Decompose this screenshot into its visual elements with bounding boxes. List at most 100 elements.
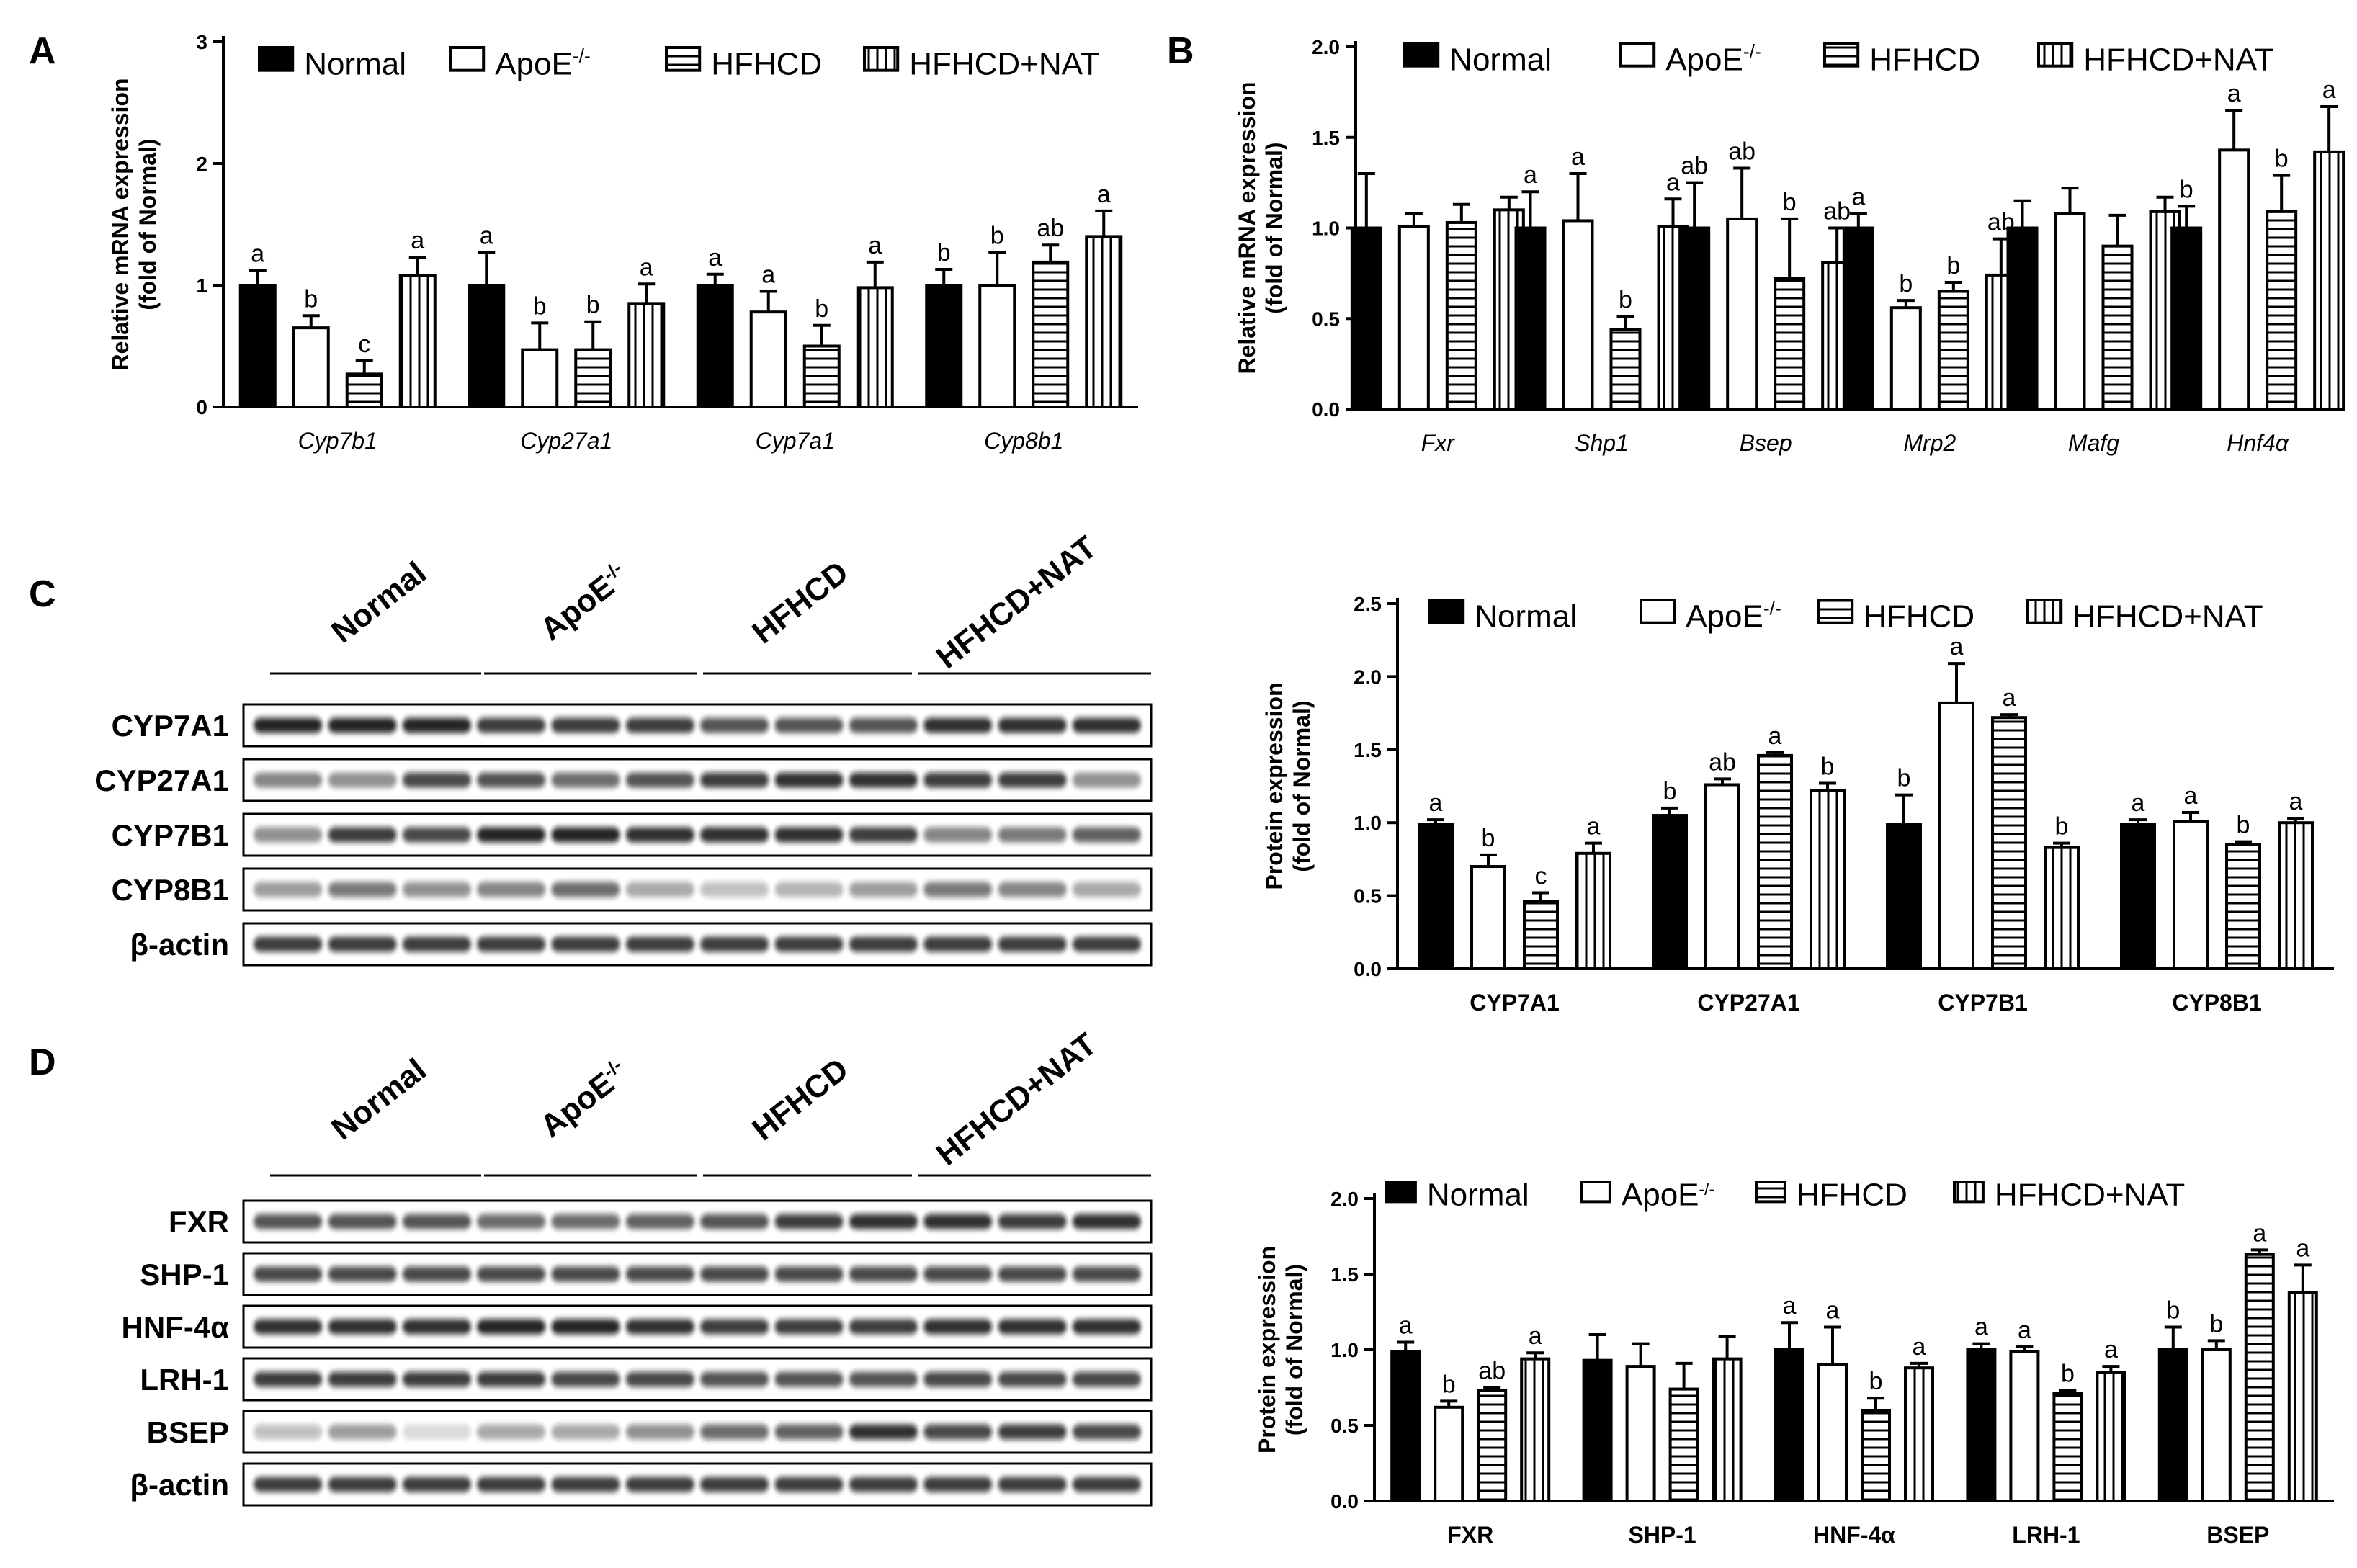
y-tick-label: 0	[196, 396, 207, 418]
blot-band	[254, 882, 323, 897]
bar-mrp2-apoe	[1889, 306, 1922, 411]
blot-band	[700, 1371, 769, 1387]
blot-band	[551, 882, 620, 897]
bar-cyp27a1-apoe	[1704, 783, 1740, 971]
legend: Normal ApoE-/- HFHCD HFHCD+NAT	[258, 45, 1100, 81]
blot-band	[998, 827, 1067, 843]
blot-band	[774, 1214, 844, 1229]
significance-letter: a	[2289, 788, 2303, 815]
significance-letter: b	[304, 285, 318, 313]
bar-cyp27a1-hfhcd-nat	[627, 302, 666, 408]
blot-band	[774, 1371, 844, 1387]
blot-band	[998, 1214, 1067, 1229]
blot-band	[774, 936, 844, 952]
blot-band	[254, 827, 323, 843]
bar-cyp27a1-normal	[1652, 814, 1688, 971]
blot-band	[923, 1266, 993, 1282]
legend-label-normal: Normal	[304, 46, 406, 81]
bar-bsep-normal	[2157, 1348, 2188, 1502]
x-tick-label-bsep: BSEP	[2206, 1522, 2269, 1548]
blot-band	[700, 882, 769, 897]
western-blot-d: Normal ApoE-/- HFHCD HFHCD+NAT FXR SHP-1 HNF-4…	[122, 1026, 1153, 1507]
blot-group-label-apoe: ApoE-/-	[533, 557, 635, 648]
blot-band	[328, 717, 397, 733]
blot-band	[328, 1477, 397, 1492]
blot-band	[923, 1424, 993, 1440]
blot-band	[700, 1266, 769, 1282]
significance-letter: b	[2055, 813, 2069, 841]
bar-cyp7b1-hfhcd-nat	[398, 274, 437, 409]
legend-superscript: -/-	[1743, 41, 1761, 63]
significance-letter: a	[2104, 1336, 2118, 1363]
blot-band	[998, 1424, 1067, 1440]
y-axis-subtitle: (fold of Normal)	[1261, 142, 1287, 313]
significance-letter: a	[1571, 143, 1585, 171]
bar-hnf4-normal	[2170, 226, 2203, 411]
legend-label-normal: Normal	[1475, 599, 1577, 634]
blot-band	[849, 882, 918, 897]
y-tick-label: 2.5	[1354, 593, 1382, 615]
blot-band	[923, 1477, 993, 1492]
bar-cyp27a1-hfhcd-nat	[1810, 789, 1846, 970]
significance-letter: b	[586, 292, 600, 319]
blot-group-label-normal: Normal	[325, 555, 433, 650]
blot-band	[477, 1214, 546, 1229]
significance-letter: a	[1529, 1322, 1542, 1350]
significance-letter: b	[1899, 270, 1913, 297]
x-tick-label-shp1: Shp1	[1575, 430, 1629, 456]
blot-group-label-hfhcd-nat: HFHCD+NAT	[930, 529, 1104, 676]
bar-lrh-1-normal	[1966, 1348, 1997, 1502]
blot-band	[774, 827, 844, 843]
chart-panel-d: 0.0 0.5 1.0 1.5 2.0 Protein expression (fold o…	[1254, 1177, 2334, 1548]
blot-band	[998, 1266, 1067, 1282]
blot-row-label-cyp7b1: CYP7B1	[112, 818, 229, 852]
blot-band	[328, 1319, 397, 1335]
y-tick-label: 3	[196, 31, 207, 53]
bar-mafg-apoe	[2054, 212, 2086, 411]
blot-band	[477, 1319, 546, 1335]
y-tick-label: 0.5	[1312, 308, 1340, 330]
significance-letter: a	[1429, 789, 1443, 817]
chart-panel-c: 0.0 0.5 1.0 1.5 2.0 2.5 Protein expression (fol…	[1261, 593, 2334, 1016]
blot-row-label-actin: β-actin	[130, 1468, 229, 1502]
blot-band	[625, 772, 694, 788]
x-tick-label-cyp7a1: CYP7A1	[1470, 990, 1560, 1016]
significance-letter: b	[1897, 765, 1911, 792]
significance-letter: a	[2184, 782, 2198, 810]
y-tick-label: 1.5	[1354, 739, 1382, 761]
significance-letter: a	[1524, 161, 1537, 189]
blot-band	[551, 1424, 620, 1440]
significance-letter: b	[1821, 753, 1835, 780]
significance-letter: b	[1663, 778, 1677, 805]
blot-band	[1072, 1477, 1141, 1492]
significance-letter: a	[2003, 684, 2016, 712]
blot-group-superscript: -/-	[599, 1054, 626, 1083]
bar-cyp27a1-normal	[468, 284, 506, 408]
chart-panel-a: 0 1 2 3 Relative mRNA expression (fold of Nor…	[107, 31, 1138, 454]
legend-swatch-hfhcd	[665, 46, 702, 72]
blot-band	[551, 827, 620, 843]
blot-band	[849, 1371, 918, 1387]
blot-band	[328, 1371, 397, 1387]
bar-hnf4-hfhcd	[2266, 210, 2298, 411]
legend-label-hfhcd: HFHCD	[1869, 42, 1980, 77]
bar-cyp7a1-hfhcd	[802, 344, 841, 408]
significance-letter: a	[1826, 1297, 1840, 1325]
blot-band	[254, 1319, 323, 1335]
legend-label-hfhcd: HFHCD	[711, 46, 822, 81]
significance-letter: b	[1869, 1368, 1883, 1395]
y-axis-title: Protein expression	[1261, 682, 1287, 890]
bar-cyp8b1-hfhcd-nat	[2278, 821, 2314, 970]
blot-band	[328, 1214, 397, 1229]
x-tick-label-hnf-4: HNF-4α	[1813, 1522, 1895, 1548]
blot-band	[998, 772, 1067, 788]
blot-band	[1072, 936, 1141, 952]
significance-letter: b	[1946, 252, 1960, 279]
significance-letter: a	[1851, 183, 1865, 210]
blot-band	[328, 1424, 397, 1440]
blot-band	[551, 1371, 620, 1387]
bar-cyp7b1-hfhcd	[1991, 716, 2027, 971]
blot-band	[700, 772, 769, 788]
y-axis-title: Protein expression	[1254, 1246, 1280, 1453]
